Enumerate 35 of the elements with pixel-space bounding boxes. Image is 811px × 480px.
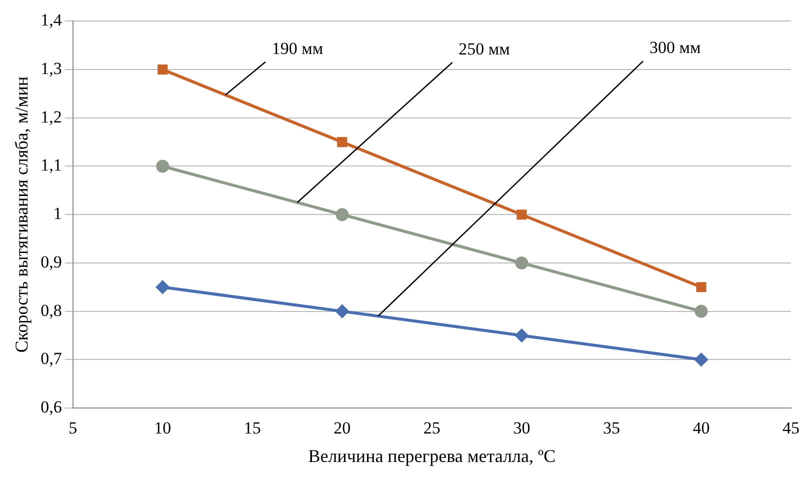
y-tick-label: 1,1 bbox=[40, 156, 62, 175]
annotation: 300 мм bbox=[649, 38, 701, 58]
x-tick-label: 35 bbox=[602, 418, 620, 438]
y-tick-label: 1,2 bbox=[40, 107, 62, 126]
y-tick-label: 1,4 bbox=[40, 10, 62, 30]
annotation: 250 мм bbox=[458, 39, 510, 58]
annotation: 190 мм bbox=[272, 38, 324, 58]
point bbox=[694, 353, 708, 366]
y-tick-label: 0,8 bbox=[40, 300, 62, 320]
point bbox=[696, 282, 706, 292]
y-tick-label: 1 bbox=[53, 204, 62, 224]
x-tick-label: 45 bbox=[782, 418, 800, 438]
x-tick-label: 20 bbox=[334, 418, 351, 438]
point bbox=[336, 304, 349, 318]
y-tick-label: 0,6 bbox=[40, 397, 62, 416]
point bbox=[515, 256, 528, 270]
point bbox=[515, 328, 528, 342]
x-tick-label: 30 bbox=[513, 418, 530, 438]
point bbox=[516, 210, 527, 220]
y-tick-label: 0,9 bbox=[40, 252, 62, 272]
x-tick-label: 5 bbox=[68, 418, 78, 438]
y-tick-label: 1,3 bbox=[40, 59, 62, 78]
point bbox=[158, 64, 168, 75]
point bbox=[336, 208, 349, 222]
x-tick-label: 40 bbox=[692, 418, 710, 438]
point bbox=[337, 137, 348, 148]
x-tick-label: 10 bbox=[154, 418, 172, 438]
point bbox=[694, 304, 708, 318]
point bbox=[156, 280, 170, 294]
x-axis-title: Величина перегрева металла, ºC bbox=[308, 446, 556, 466]
y-axis-title: Скорость вытягивания сляба, м/мин bbox=[12, 76, 32, 353]
x-tick-label: 15 bbox=[244, 418, 261, 438]
point bbox=[156, 160, 170, 173]
x-tick-label: 25 bbox=[423, 418, 440, 438]
y-tick-label: 0,7 bbox=[40, 349, 62, 368]
